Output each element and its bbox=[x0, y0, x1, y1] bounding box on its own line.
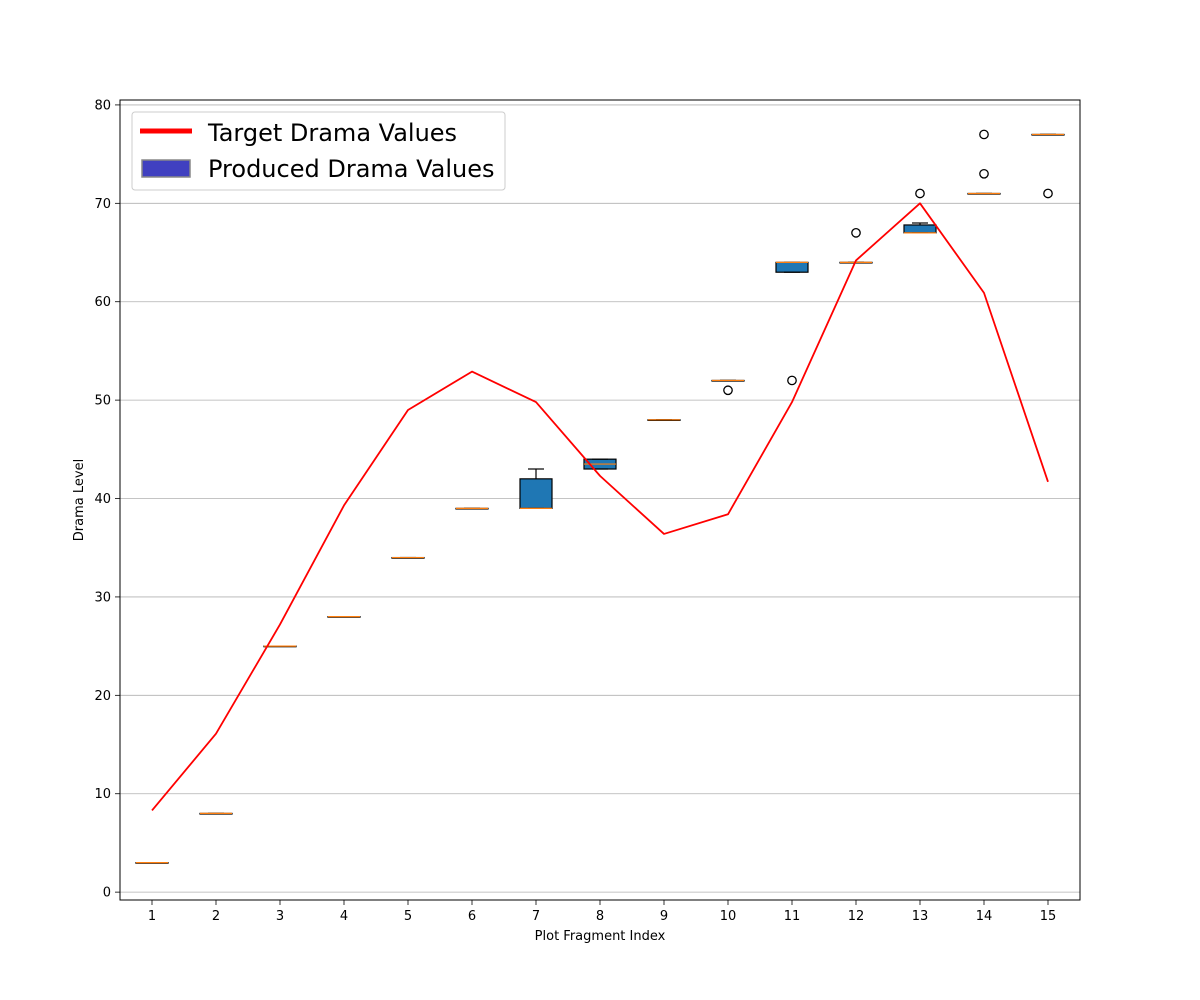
box-15 bbox=[1031, 133, 1065, 199]
y-tick-label-50: 50 bbox=[94, 394, 111, 409]
box-11-flier-0 bbox=[787, 375, 797, 386]
box-10-flier-0 bbox=[723, 385, 733, 396]
y-tick-label-10: 10 bbox=[94, 787, 111, 802]
box-6 bbox=[455, 507, 489, 510]
x-tick-label-2: 2 bbox=[212, 909, 220, 924]
y-axis-label: Drama Level bbox=[72, 459, 87, 541]
box-13-flier-0 bbox=[915, 188, 925, 199]
legend-patch-swatch bbox=[141, 159, 191, 178]
legend: Target Drama Values Produced Drama Value… bbox=[131, 111, 506, 191]
box-12-flier-0 bbox=[851, 227, 861, 238]
box-2 bbox=[199, 812, 233, 815]
y-tick-label-20: 20 bbox=[94, 689, 111, 704]
x-axis-label: Plot Fragment Index bbox=[535, 929, 666, 944]
x-tick-label-5: 5 bbox=[404, 909, 412, 924]
box-14-flier-1 bbox=[979, 129, 989, 140]
y-tick-label-30: 30 bbox=[94, 590, 111, 605]
y-tick-label-60: 60 bbox=[94, 295, 111, 310]
box-5 bbox=[391, 556, 425, 559]
target-line bbox=[151, 202, 1049, 812]
y-gridlines bbox=[120, 104, 1080, 893]
box-7 bbox=[519, 468, 553, 509]
box-15-flier-0 bbox=[1043, 188, 1053, 199]
x-tick-label-3: 3 bbox=[276, 909, 284, 924]
box-7-body bbox=[519, 478, 553, 509]
y-tick-label-0: 0 bbox=[103, 886, 111, 901]
x-tick-label-9: 9 bbox=[660, 909, 668, 924]
x-tick-label-12: 12 bbox=[848, 909, 865, 924]
box-11-body bbox=[775, 261, 809, 273]
legend-label-produced: Produced Drama Values bbox=[208, 155, 495, 183]
box-13-body bbox=[903, 224, 937, 234]
y-tick-label-70: 70 bbox=[94, 197, 111, 212]
x-tick-label-1: 1 bbox=[148, 909, 156, 924]
legend-label-target: Target Drama Values bbox=[207, 119, 457, 147]
y-tick-label-80: 80 bbox=[94, 98, 111, 113]
x-tick-label-10: 10 bbox=[720, 909, 737, 924]
x-tick-label-7: 7 bbox=[532, 909, 540, 924]
box-4 bbox=[327, 616, 361, 618]
produced-boxes bbox=[135, 129, 1065, 864]
x-tick-label-4: 4 bbox=[340, 909, 348, 924]
box-13 bbox=[903, 188, 937, 234]
x-tick-label-14: 14 bbox=[976, 909, 993, 924]
box-3 bbox=[263, 645, 297, 648]
box-10 bbox=[711, 379, 745, 396]
x-tick-label-11: 11 bbox=[784, 909, 801, 924]
box-9 bbox=[647, 419, 681, 422]
x-tick-label-8: 8 bbox=[596, 909, 604, 924]
y-tick-label-40: 40 bbox=[94, 492, 111, 507]
target-line-group bbox=[151, 202, 1049, 812]
box-14-flier-0 bbox=[979, 168, 989, 179]
legend-box bbox=[131, 111, 506, 191]
box-14 bbox=[967, 129, 1001, 195]
box-11 bbox=[775, 261, 809, 386]
x-tick-label-13: 13 bbox=[912, 909, 929, 924]
y-axis-ticks: 0 10 20 30 40 50 60 70 80 bbox=[94, 98, 120, 901]
x-tick-label-6: 6 bbox=[468, 909, 476, 924]
x-tick-label-15: 15 bbox=[1040, 909, 1057, 924]
x-axis-ticks: 1 2 3 4 5 6 7 8 9 10 11 12 13 14 15 bbox=[148, 900, 1056, 924]
box-1 bbox=[135, 862, 169, 864]
